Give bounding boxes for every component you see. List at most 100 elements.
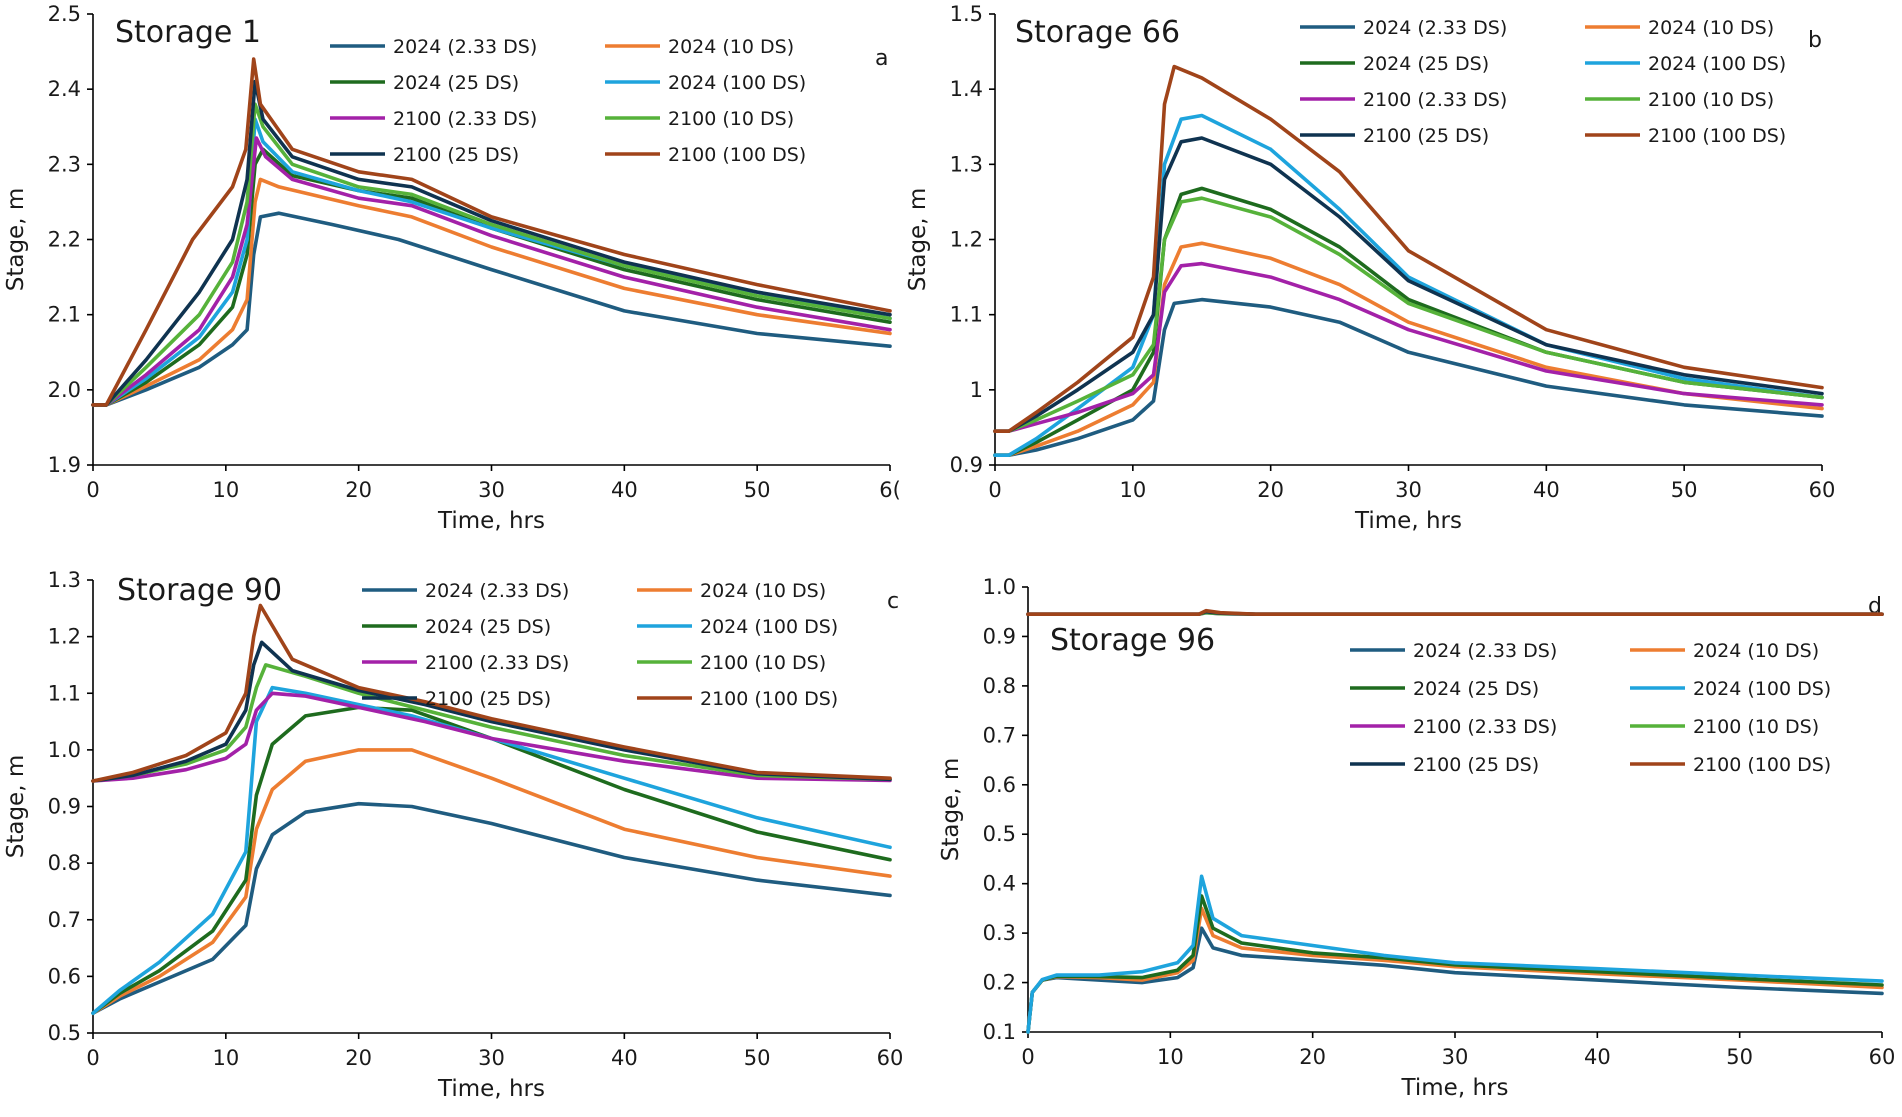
- y-tick-label: 2.1: [48, 303, 81, 327]
- x-tick-label: 50: [1671, 478, 1698, 502]
- y-tick-label: 0.5: [48, 1021, 81, 1045]
- y-tick-label: 1.5: [950, 2, 983, 26]
- y-tick-label: 0.7: [48, 908, 81, 932]
- x-tick-label: 40: [1533, 478, 1560, 502]
- legend-label: 2100 (25 DS): [425, 688, 551, 710]
- series-line-2100-2-33-ds: [993, 261, 1824, 433]
- legend-label: 2100 (100 DS): [700, 688, 838, 710]
- legend: 2024 (2.33 DS) 2024 (10 DS) 2024 (25 DS) 20…: [330, 36, 806, 166]
- x-tick-label: 60: [1809, 478, 1836, 502]
- legend: 2024 (2.33 DS) 2024 (10 DS) 2024 (25 DS) 20…: [362, 580, 838, 710]
- chart-panel-a: 1.9 2.0 2.1 2.2 2.3 2.4 2.5 0 10 20 30 40 50 6(Time, …: [3, 2, 901, 534]
- y-tick-label: 2.3: [48, 152, 81, 176]
- y-tick-label: 1.2: [48, 625, 81, 649]
- y-tick-label: 0.2: [983, 971, 1016, 995]
- legend-label: 2024 (10 DS): [700, 580, 826, 602]
- legend-label: 2024 (2.33 DS): [393, 36, 537, 58]
- y-tick-label: 0.6: [983, 773, 1016, 797]
- legend-label: 2100 (25 DS): [1363, 125, 1489, 147]
- legend-label: 2100 (25 DS): [1413, 754, 1539, 776]
- y-tick-label: 0.4: [983, 872, 1016, 896]
- legend-label: 2024 (25 DS): [425, 616, 551, 638]
- series-line-2100-100-ds: [91, 57, 892, 407]
- y-tick-label: 1.3: [48, 568, 81, 592]
- x-axis-label: Time, hrs: [437, 508, 545, 534]
- y-axis-label: Stage, m: [938, 758, 964, 862]
- chart-panel-c: 0.5 0.6 0.7 0.8 0.9 1.0 1.1 1.2 1.3 0 10 20 30 40 50 60…: [3, 568, 903, 1102]
- x-tick-label: 40: [611, 1046, 638, 1070]
- legend: 2024 (2.33 DS) 2024 (10 DS) 2024 (25 DS) 20…: [1300, 17, 1786, 147]
- panel-letter: c: [887, 589, 899, 614]
- x-axis-label: Time, hrs: [1354, 508, 1462, 534]
- series-line-2100-10-ds: [91, 663, 892, 783]
- legend-label: 2024 (2.33 DS): [425, 580, 569, 602]
- y-axis-label: Stage, m: [3, 755, 29, 859]
- x-tick-label: 0: [988, 478, 1001, 502]
- x-tick-label: 40: [611, 478, 638, 502]
- legend-label: 2024 (100 DS): [1693, 678, 1831, 700]
- y-tick-label: 0.6: [48, 964, 81, 988]
- y-axis-label: Stage, m: [905, 188, 931, 292]
- y-tick-label: 2.5: [48, 2, 81, 26]
- series-line-2024-10-ds: [993, 241, 1824, 457]
- x-tick-label: 30: [1442, 1045, 1469, 1069]
- y-tick-label: 0.5: [983, 822, 1016, 846]
- y-tick-label: 0.3: [983, 921, 1016, 945]
- y-tick-label: 1.0: [48, 738, 81, 762]
- legend-label: 2100 (100 DS): [1693, 754, 1831, 776]
- legend-label: 2024 (100 DS): [700, 616, 838, 638]
- series-line-2024-2-33-ds: [91, 211, 892, 407]
- legend-label: 2100 (10 DS): [700, 652, 826, 674]
- series-line-2024-2-33-ds: [91, 801, 892, 1015]
- legend-label: 2024 (100 DS): [1648, 53, 1786, 75]
- y-tick-label: 0.9: [48, 795, 81, 819]
- legend-label: 2100 (2.33 DS): [393, 108, 537, 130]
- series-line-2024-10-ds: [91, 748, 892, 1015]
- x-tick-label: 0: [86, 1046, 99, 1070]
- x-tick-label: 10: [1119, 478, 1146, 502]
- series-line-2100-25-ds: [993, 136, 1824, 433]
- chart-title: Storage 96: [1050, 623, 1215, 658]
- x-tick-label: 10: [1157, 1045, 1184, 1069]
- legend-label: 2100 (100 DS): [668, 144, 806, 166]
- x-tick-label: 40: [1584, 1045, 1611, 1069]
- series-line-2100-2-33-ds: [91, 136, 892, 407]
- legend-label: 2100 (100 DS): [1648, 125, 1786, 147]
- series-line-2024-25-ds: [91, 705, 892, 1015]
- legend-label: 2100 (2.33 DS): [1413, 716, 1557, 738]
- legend-label: 2024 (2.33 DS): [1413, 640, 1557, 662]
- x-tick-label: 20: [1299, 1045, 1326, 1069]
- x-tick-label: 30: [478, 1046, 505, 1070]
- legend-label: 2024 (2.33 DS): [1363, 17, 1507, 39]
- y-tick-label: 0.1: [983, 1020, 1016, 1044]
- chart-panel-d: 0.1 0.2 0.3 0.4 0.5 0.6 0.7 0.8 0.9 1.0 0 10 20 30 40 5…: [938, 575, 1895, 1101]
- series-line-2100-100-ds: [91, 603, 892, 783]
- x-tick-label: 0: [86, 478, 99, 502]
- y-tick-label: 0.9: [950, 453, 983, 477]
- x-tick-label: 20: [345, 1046, 372, 1070]
- y-tick-label: 0.7: [983, 723, 1016, 747]
- panel-letter: a: [875, 46, 888, 71]
- legend-label: 2100 (10 DS): [1648, 89, 1774, 111]
- y-axis-label: Stage, m: [3, 188, 29, 292]
- y-tick-label: 1.3: [950, 152, 983, 176]
- series-line-2100-10-ds: [91, 102, 892, 407]
- chart-panel-b: 0.9 1 1.1 1.2 1.3 1.4 1.5 0 10 20 30 40 50 60 Time, hr…: [905, 2, 1835, 534]
- chart-title: Storage 90: [117, 573, 282, 608]
- y-tick-label: 1.9: [48, 453, 81, 477]
- series-line-2100-25-ds: [91, 79, 892, 407]
- x-tick-label: 30: [478, 478, 505, 502]
- legend-label: 2100 (2.33 DS): [1363, 89, 1507, 111]
- y-tick-label: 0.8: [48, 851, 81, 875]
- chart-title: Storage 66: [1015, 15, 1180, 50]
- y-tick-label: 1.1: [950, 303, 983, 327]
- y-tick-label: 0.8: [983, 674, 1016, 698]
- x-tick-label: 0: [1021, 1045, 1034, 1069]
- x-axis-label: Time, hrs: [437, 1076, 545, 1102]
- x-tick-label: 50: [744, 478, 771, 502]
- y-tick-label: 2.4: [48, 77, 81, 101]
- series-line-2100-10-ds: [993, 196, 1824, 433]
- series-line-2024-100-ds: [91, 685, 892, 1015]
- legend: 2024 (2.33 DS) 2024 (10 DS) 2024 (25 DS) 20…: [1350, 640, 1831, 776]
- x-tick-label: 30: [1395, 478, 1422, 502]
